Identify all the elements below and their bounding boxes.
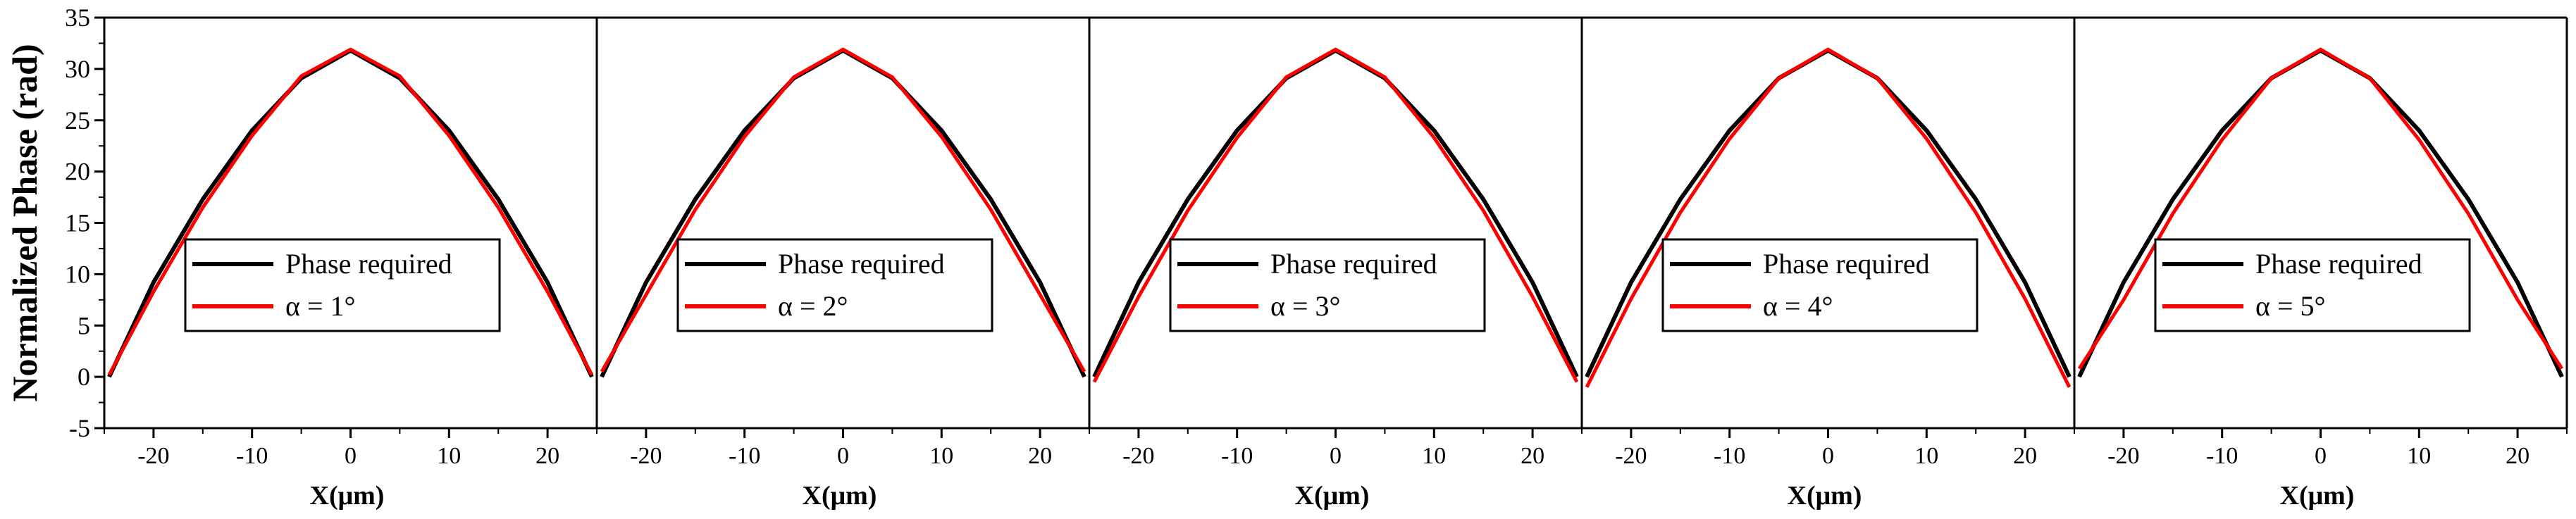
x-tick-label: -20: [630, 443, 662, 469]
x-tick-label: 10: [1914, 443, 1938, 469]
x-tick-label: -10: [1714, 443, 1745, 469]
x-tick-label: 10: [929, 443, 953, 469]
x-tick-label: 0: [345, 443, 357, 469]
x-tick-label: 0: [1822, 443, 1834, 469]
legend-label-required: Phase required: [285, 248, 452, 280]
x-tick-label: 10: [1422, 443, 1446, 469]
x-axis-label: X(μm): [310, 481, 385, 511]
legend: Phase required α = 5°: [2155, 239, 2470, 331]
x-tick-label: -10: [1221, 443, 1253, 469]
series-line-alpha: [1094, 49, 1577, 382]
x-tick-label: 20: [1521, 443, 1544, 469]
y-tick-label: 15: [65, 209, 90, 237]
y-tick-label: 35: [65, 4, 90, 32]
x-tick-label: -20: [1122, 443, 1154, 469]
x-tick-label: -20: [2107, 443, 2139, 469]
legend: Phase required α = 1°: [185, 239, 500, 331]
x-axis-label: X(μm): [2280, 481, 2355, 511]
x-tick-label: 20: [535, 443, 559, 469]
legend-label-alpha: α = 5°: [2255, 290, 2326, 322]
chart-panels: -5 0 5 10 15 20 25 30 35 -20 -10 0 10 20 X(μm) Phase re…: [65, 4, 2567, 511]
x-tick-label: 10: [2407, 443, 2431, 469]
panel-4: -20 -10 0 10 20 X(μm) Phase required α = 4°: [1582, 18, 2074, 511]
x-axis-label: X(μm): [803, 481, 877, 511]
y-tick-label: 25: [65, 106, 90, 135]
legend-label-required: Phase required: [1270, 248, 1437, 280]
x-tick-label: -10: [729, 443, 760, 469]
x-tick-label: 20: [2506, 443, 2529, 469]
x-tick-label: 0: [2315, 443, 2327, 469]
y-axis-label: Normalized Phase (rad): [5, 44, 44, 401]
x-axis-label: X(μm): [1295, 481, 1370, 511]
x-tick-label: -20: [1615, 443, 1647, 469]
panel-2: -20 -10 0 10 20 X(μm) Phase required α = 2°: [597, 18, 1089, 511]
x-tick-label: 20: [1028, 443, 1052, 469]
y-tick-label: -5: [69, 414, 90, 442]
y-tick-label: 20: [65, 158, 90, 186]
panel-5: -20 -10 0 10 20 X(μm) Phase required α = 5°: [2074, 18, 2567, 511]
y-tick-label: 30: [65, 55, 90, 83]
x-tick-label: 10: [437, 443, 461, 469]
legend-label-alpha: α = 1°: [285, 290, 356, 322]
x-tick-label: -10: [236, 443, 268, 469]
x-tick-label: -10: [2206, 443, 2238, 469]
x-tick-label: 0: [837, 443, 849, 469]
legend-label-alpha: α = 3°: [1270, 290, 1341, 322]
legend-label-alpha: α = 4°: [1763, 290, 1833, 322]
legend: Phase required α = 2°: [678, 239, 992, 331]
legend-label-required: Phase required: [778, 248, 945, 280]
legend-label-required: Phase required: [1763, 248, 1930, 280]
panel-1: -5 0 5 10 15 20 25 30 35 -20 -10 0 10 20 X(μm) Phase re…: [65, 4, 597, 511]
x-axis-label: X(μm): [1788, 481, 1862, 511]
legend: Phase required α = 3°: [1170, 239, 1485, 331]
y-tick-label: 10: [65, 260, 90, 288]
y-tick-label: 0: [78, 363, 90, 391]
series-line-alpha: [1587, 49, 2069, 387]
legend-label-required: Phase required: [2255, 248, 2422, 280]
x-tick-label: -20: [137, 443, 169, 469]
legend: Phase required α = 4°: [1663, 239, 1977, 331]
legend-label-alpha: α = 2°: [778, 290, 848, 322]
x-tick-label: 0: [1330, 443, 1342, 469]
x-tick-label: 20: [2013, 443, 2037, 469]
y-tick-label: 5: [78, 311, 90, 339]
panel-3: -20 -10 0 10 20 X(μm) Phase required α = 3°: [1089, 18, 1582, 511]
